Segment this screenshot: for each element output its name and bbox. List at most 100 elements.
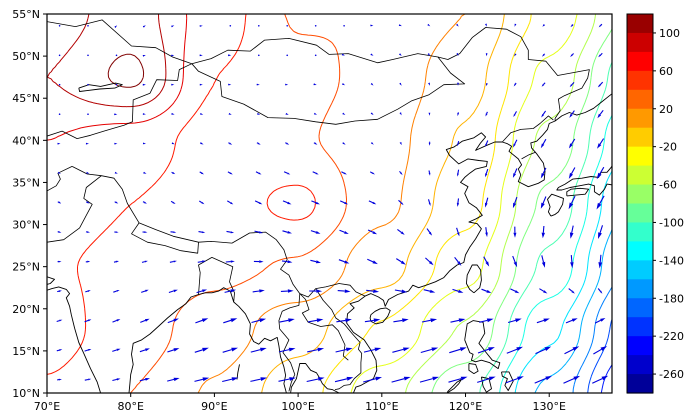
y-tick-label: 55°N: [12, 8, 40, 21]
wind-arrow-head: [172, 171, 176, 175]
wind-arrow-head: [287, 231, 292, 234]
wind-arrow-head: [428, 142, 431, 146]
wind-arrow-shaft: [278, 378, 290, 382]
wind-arrow-shaft: [485, 197, 489, 204]
wind-arrow-head: [458, 289, 464, 293]
wind-arrow-shaft: [571, 138, 576, 145]
wind-arrow-shaft: [510, 288, 516, 292]
wind-arrow-head: [345, 347, 353, 352]
contour-level--60: [405, 14, 596, 393]
wind-dot: [258, 25, 260, 27]
wind-arrow-head: [287, 201, 292, 205]
plot-border: [46, 13, 613, 394]
wind-arrow-shaft: [481, 288, 488, 292]
wind-arrow-head: [115, 231, 119, 233]
wind-arrow-head: [372, 231, 378, 235]
wind-arrow-shaft: [311, 200, 317, 204]
colorbar-block: [627, 203, 653, 224]
wind-arrow-head: [285, 112, 289, 115]
wind-arrow-head: [171, 54, 175, 57]
x-tick-label: 120°E: [449, 400, 482, 413]
wind-arrow-shaft: [255, 171, 260, 174]
wind-arrow-head: [202, 347, 209, 352]
contour-level-100: [47, 14, 167, 108]
wind-arrow-head: [485, 261, 490, 267]
wind-arrow-shaft: [335, 348, 347, 353]
wind-arrow-shaft: [310, 230, 317, 233]
wind-arrow-head: [596, 172, 602, 180]
wind-arrow-shaft: [84, 378, 89, 381]
wind-arrow-shaft: [541, 255, 545, 263]
wind-arrow-shaft: [310, 259, 317, 263]
wind-arrow-shaft: [282, 230, 288, 233]
wind-arrow-shaft: [505, 377, 518, 384]
wind-arrow-shaft: [85, 290, 89, 293]
colorbar-block: [627, 317, 653, 337]
wind-arrow-shaft: [539, 288, 545, 292]
wind-arrow-shaft: [140, 319, 146, 323]
wind-arrow-head: [456, 202, 460, 207]
wind-arrow-head: [514, 290, 520, 294]
wind-arrow-head: [428, 202, 431, 206]
wind-arrow-shaft: [56, 320, 60, 323]
colorbar-block: [627, 165, 653, 186]
wind-arrow-head: [317, 347, 325, 352]
wind-arrow-head: [543, 318, 550, 323]
wind-arrow-shaft: [227, 171, 231, 174]
wind-arrow-shaft: [599, 195, 605, 205]
wind-arrow-shaft: [283, 171, 288, 174]
wind-arrow-head: [571, 290, 575, 294]
colorbar-block: [627, 355, 653, 375]
wind-arrow-shaft: [421, 319, 431, 323]
wind-arrow-head: [572, 346, 580, 351]
wind-arrow-head: [287, 289, 294, 293]
wind-arrow-head: [571, 318, 578, 322]
wind-arrow-shaft: [393, 319, 403, 323]
wind-arrow-shaft: [306, 378, 319, 383]
wind-arrow-head: [316, 289, 323, 293]
wind-arrow-shaft: [367, 229, 374, 233]
wind-arrow-head: [372, 260, 378, 265]
wind-arrow-head: [570, 24, 574, 28]
coastline-1: [369, 307, 391, 325]
wind-arrow-head: [231, 377, 239, 381]
wind-arrow-head: [486, 289, 492, 293]
wind-arrow-shaft: [396, 258, 402, 263]
wind-arrow-shaft: [534, 377, 547, 384]
wind-arrow-head: [398, 24, 402, 27]
wind-arrow-head: [432, 376, 439, 381]
colorbar-block: [627, 260, 653, 280]
wind-arrow-head: [341, 53, 345, 56]
wind-arrow-shaft: [514, 168, 518, 174]
wind-arrow-head: [402, 318, 409, 323]
wind-arrow-head: [173, 348, 180, 352]
wind-arrow-head: [540, 143, 545, 149]
wind-arrow-shaft: [339, 200, 345, 204]
wind-arrow-head: [403, 376, 411, 381]
contour-level--180: [572, 286, 612, 393]
border-11: [299, 293, 349, 361]
wind-arrow-shaft: [250, 349, 261, 353]
wind-arrow-head: [342, 83, 346, 86]
wind-arrow-head: [260, 347, 267, 352]
colorbar-tick-label: -180: [659, 292, 684, 305]
wind-arrow-shaft: [282, 200, 288, 204]
wind-arrow-head: [231, 347, 238, 352]
wind-arrow-head: [230, 289, 236, 293]
wind-arrow-head: [569, 232, 574, 239]
wind-arrow-head: [597, 113, 602, 119]
wind-arrow-head: [116, 290, 120, 292]
wind-arrow-shaft: [307, 319, 318, 323]
wind-arrow-head: [540, 173, 545, 179]
wind-arrow-head: [173, 377, 180, 382]
wind-arrow-head: [87, 290, 91, 292]
wind-arrow-shaft: [279, 319, 289, 323]
wind-arrow-head: [116, 348, 121, 351]
wind-arrow-shaft: [367, 258, 374, 263]
wind-arrow-head: [370, 82, 374, 86]
wind-arrow-shaft: [452, 288, 459, 292]
wind-arrow-head: [513, 232, 517, 238]
wind-arrow-shaft: [507, 319, 516, 324]
wind-arrow-shaft: [599, 254, 602, 263]
